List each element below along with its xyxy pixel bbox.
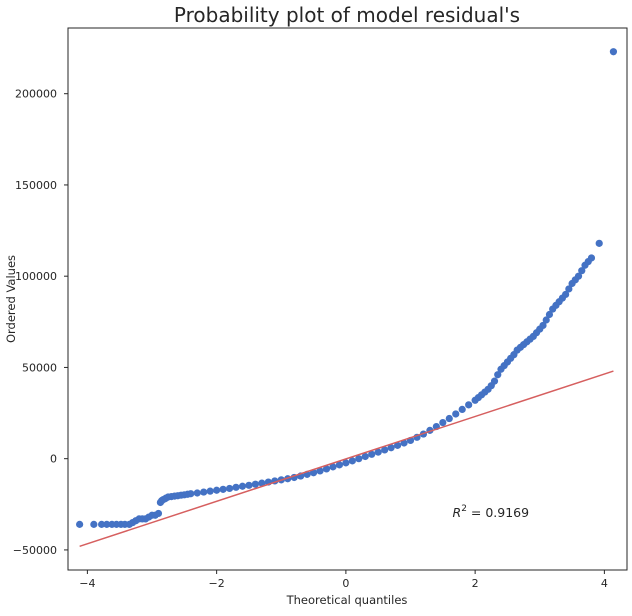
y-tick-label: 0 (50, 453, 57, 466)
data-point (103, 520, 111, 528)
data-point (574, 272, 583, 280)
data-point (545, 310, 554, 319)
y-tick-label: 150000 (15, 179, 57, 192)
data-point (213, 486, 221, 494)
data-point (374, 448, 382, 456)
data-point (439, 418, 447, 427)
data-point (251, 480, 260, 488)
x-tick-label: −2 (209, 577, 225, 590)
x-tick-label: −4 (79, 577, 95, 590)
data-point (316, 467, 324, 475)
data-point (494, 371, 502, 379)
data-point (348, 457, 356, 465)
data-point (387, 444, 395, 452)
plot-frame (67, 27, 628, 571)
data-point (587, 254, 596, 262)
data-point (458, 405, 466, 414)
data-point (452, 410, 460, 418)
data-point (225, 484, 234, 493)
ticks-group: −4 −2 0 2 4 −50000 0 50000 100000 150000 200000 (13, 88, 608, 590)
y-tick-label: −50000 (13, 544, 57, 557)
r-squared-annotation: R2 = 0.9169 (453, 504, 530, 520)
chart-title: Probability plot of model residual's (174, 3, 520, 27)
data-point (98, 520, 106, 528)
data-point (232, 483, 240, 491)
data-point (342, 459, 350, 467)
data-point (238, 482, 247, 490)
data-point (322, 465, 331, 473)
data-point (335, 461, 344, 469)
y-tick-label: 100000 (15, 270, 57, 283)
data-point (465, 401, 473, 409)
r-squared-value: = 0.9169 (467, 505, 529, 520)
data-point (445, 414, 453, 423)
r-squared-exponent: 2 (461, 504, 467, 514)
data-point (595, 239, 603, 247)
data-point (355, 455, 363, 463)
marks-group (76, 48, 618, 547)
data-point (309, 469, 318, 477)
x-axis-label: Theoretical quantiles (286, 593, 408, 607)
x-tick-label: 0 (342, 577, 349, 590)
data-point (187, 490, 195, 498)
y-axis-label: Ordered Values (4, 255, 18, 343)
data-point (90, 520, 98, 528)
data-point (329, 463, 337, 471)
data-point (200, 488, 208, 496)
x-tick-label: 4 (601, 577, 608, 590)
data-point (542, 316, 550, 324)
data-point (490, 377, 499, 385)
fit-line (79, 370, 614, 547)
data-point (361, 452, 369, 461)
r-squared-prefix: R (453, 505, 462, 520)
y-tick-label: 200000 (15, 88, 57, 101)
data-point (245, 481, 253, 489)
data-point (400, 439, 408, 447)
data-point (206, 487, 214, 495)
data-point (193, 489, 201, 497)
data-point (393, 441, 402, 449)
data-point (154, 509, 163, 518)
data-point (562, 290, 570, 299)
data-point (258, 479, 266, 487)
data-point (368, 450, 376, 458)
data-point (76, 520, 84, 528)
data-point (609, 48, 618, 56)
data-point (219, 485, 227, 493)
x-tick-label: 2 (472, 577, 479, 590)
data-point (381, 446, 389, 454)
data-point (565, 285, 573, 293)
data-point (539, 321, 547, 330)
y-tick-label: 50000 (22, 361, 57, 374)
data-point (578, 267, 586, 275)
